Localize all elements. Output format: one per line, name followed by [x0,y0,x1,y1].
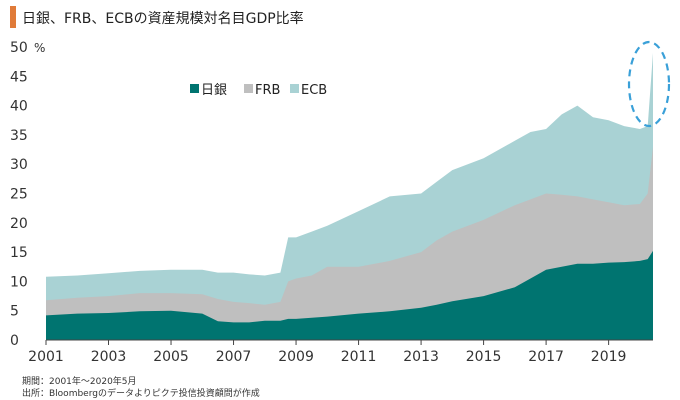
legend-boj: 日銀 [190,83,227,98]
y-tick-label: 0 [10,333,19,349]
x-tick-label: 2013 [403,349,439,365]
legend-label: FRB [255,83,280,98]
x-tick-label: 2009 [278,349,314,365]
title-accent-bar [10,6,16,28]
y-tick-label: 50 [10,40,28,56]
area-boj [46,250,653,340]
y-tick-label: 15 [10,245,28,261]
legend-swatch [290,84,299,93]
y-tick-label: 20 [10,216,28,232]
y-axis-unit: % [34,41,45,55]
legend-ecb: ECB [290,83,327,98]
x-tick-label: 2001 [28,349,64,365]
x-tick-label: 2007 [216,349,252,365]
legend-swatch [244,84,253,93]
y-tick-label: 35 [10,128,28,144]
period-note: 期間：2001年～2020年5月 [22,377,137,387]
legend-label: 日銀 [201,83,227,98]
source-note: 出所：Bloombergのデータよりピクテ投信投資顧問が作成 [22,389,260,399]
legend-frb: FRB [244,83,280,98]
y-tick-label: 40 [10,99,28,115]
y-tick-label: 10 [10,274,28,290]
legend-swatch [190,84,199,93]
y-tick-label: 25 [10,187,28,203]
x-tick-label: 2015 [466,349,502,365]
y-tick-label: 5 [10,304,19,320]
y-tick-label: 45 [10,69,28,85]
x-tick-label: 2019 [591,349,627,365]
x-tick-label: 2017 [528,349,564,365]
x-tick-label: 2005 [153,349,189,365]
x-tick-label: 2011 [341,349,377,365]
x-tick-label: 2003 [91,349,127,365]
highlight-ellipse [627,40,671,128]
legend-label: ECB [301,83,327,98]
y-tick-label: 30 [10,157,28,173]
chart-title: 日銀、FRB、ECBの資産規模対名目GDP比率 [22,11,304,27]
